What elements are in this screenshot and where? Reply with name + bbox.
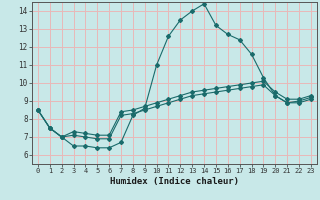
X-axis label: Humidex (Indice chaleur): Humidex (Indice chaleur): [110, 177, 239, 186]
